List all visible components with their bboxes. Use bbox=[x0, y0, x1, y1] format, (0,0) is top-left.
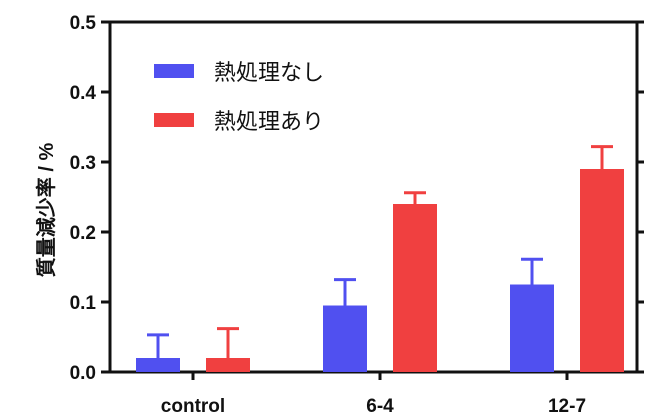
bar bbox=[136, 358, 180, 372]
bar bbox=[393, 204, 437, 372]
bars bbox=[136, 145, 624, 372]
x-tick-label: control bbox=[161, 396, 225, 417]
bar bbox=[206, 358, 250, 372]
legend-swatch bbox=[154, 113, 194, 127]
bar bbox=[323, 305, 367, 372]
axes: 0.0 0.1 0.2 0.3 0.4 0.5 control 6-4 12-7 bbox=[70, 13, 644, 417]
y-tick-label: 0.3 bbox=[70, 153, 96, 174]
legend-label: 熱処理あり bbox=[214, 109, 324, 134]
y-tick-label: 0.0 bbox=[70, 363, 96, 384]
y-axis-title: 質量減少率 / % bbox=[34, 143, 58, 278]
y-tick-label: 0.1 bbox=[70, 293, 97, 314]
legend-label: 熱処理なし bbox=[214, 60, 324, 85]
x-tick-label: 6-4 bbox=[366, 396, 394, 417]
x-tick-label: 12-7 bbox=[548, 396, 586, 417]
legend-swatch bbox=[154, 64, 194, 78]
y-tick-label: 0.5 bbox=[70, 13, 97, 34]
y-tick-label: 0.2 bbox=[70, 223, 96, 244]
bar bbox=[510, 284, 554, 372]
bar bbox=[580, 169, 624, 372]
y-tick-label: 0.4 bbox=[70, 83, 97, 104]
